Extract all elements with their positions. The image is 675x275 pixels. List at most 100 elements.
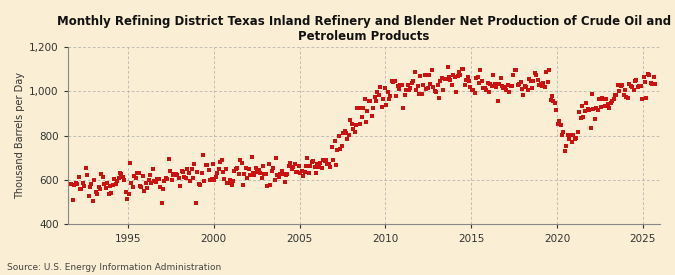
Point bbox=[345, 118, 356, 122]
Point bbox=[335, 147, 346, 152]
Point bbox=[410, 88, 421, 92]
Point bbox=[557, 133, 568, 138]
Point bbox=[418, 83, 429, 87]
Point bbox=[371, 99, 381, 103]
Point bbox=[472, 75, 483, 79]
Point bbox=[538, 81, 549, 85]
Point bbox=[68, 198, 78, 202]
Point bbox=[498, 86, 509, 90]
Point bbox=[128, 185, 138, 189]
Point bbox=[581, 101, 592, 105]
Point bbox=[587, 92, 597, 96]
Point bbox=[632, 84, 643, 89]
Point bbox=[360, 120, 371, 124]
Point bbox=[117, 175, 128, 179]
Point bbox=[275, 172, 286, 176]
Point bbox=[551, 108, 562, 112]
Point bbox=[193, 182, 204, 186]
Point bbox=[501, 88, 512, 92]
Point bbox=[182, 166, 192, 171]
Point bbox=[179, 175, 190, 180]
Point bbox=[252, 170, 263, 174]
Point bbox=[112, 178, 123, 183]
Y-axis label: Thousand Barrels per Day: Thousand Barrels per Day bbox=[15, 72, 25, 199]
Point bbox=[424, 73, 435, 77]
Point bbox=[505, 84, 516, 88]
Text: Source: U.S. Energy Information Administration: Source: U.S. Energy Information Administ… bbox=[7, 263, 221, 272]
Point bbox=[322, 162, 333, 166]
Point bbox=[469, 91, 480, 95]
Point bbox=[404, 87, 414, 92]
Point bbox=[508, 73, 519, 77]
Point bbox=[435, 79, 446, 84]
Point bbox=[518, 93, 529, 97]
Point bbox=[419, 73, 430, 77]
Point bbox=[562, 133, 573, 137]
Point bbox=[106, 191, 117, 195]
Point bbox=[333, 134, 344, 138]
Point bbox=[279, 180, 290, 185]
Point bbox=[585, 126, 596, 130]
Point bbox=[296, 169, 307, 174]
Point bbox=[599, 104, 610, 108]
Point bbox=[643, 71, 653, 76]
Point bbox=[282, 172, 293, 177]
Point bbox=[130, 175, 141, 180]
Point bbox=[485, 82, 496, 86]
Point bbox=[83, 194, 94, 198]
Point bbox=[425, 82, 436, 86]
Point bbox=[240, 166, 251, 170]
Point bbox=[479, 86, 490, 90]
Point bbox=[522, 88, 533, 93]
Point bbox=[261, 171, 271, 176]
Point bbox=[439, 77, 450, 82]
Point bbox=[395, 83, 406, 88]
Point bbox=[554, 119, 564, 123]
Point bbox=[72, 182, 82, 186]
Point bbox=[409, 70, 420, 75]
Point bbox=[481, 87, 491, 92]
Point bbox=[389, 78, 400, 83]
Point bbox=[101, 185, 111, 190]
Point bbox=[454, 70, 464, 74]
Point bbox=[608, 97, 619, 101]
Point bbox=[394, 86, 404, 91]
Point bbox=[73, 175, 84, 180]
Point bbox=[310, 171, 321, 175]
Point bbox=[441, 77, 452, 81]
Point bbox=[583, 107, 593, 112]
Point bbox=[368, 105, 379, 110]
Point bbox=[521, 85, 532, 89]
Point bbox=[529, 71, 540, 75]
Point bbox=[458, 67, 468, 72]
Point bbox=[611, 93, 622, 98]
Point bbox=[364, 99, 375, 104]
Point bbox=[288, 165, 298, 169]
Point bbox=[96, 172, 107, 177]
Point bbox=[225, 178, 236, 182]
Point bbox=[105, 184, 115, 189]
Point bbox=[378, 97, 389, 102]
Point bbox=[386, 79, 397, 84]
Point bbox=[300, 164, 311, 169]
Point bbox=[235, 158, 246, 163]
Point bbox=[571, 136, 582, 140]
Point bbox=[306, 160, 317, 164]
Point bbox=[575, 116, 586, 120]
Point bbox=[170, 172, 181, 176]
Point bbox=[625, 84, 636, 88]
Point bbox=[602, 102, 613, 106]
Point bbox=[475, 68, 486, 72]
Point bbox=[593, 107, 603, 112]
Point bbox=[344, 133, 354, 137]
Point bbox=[238, 183, 248, 187]
Point bbox=[604, 106, 615, 111]
Point bbox=[539, 85, 550, 89]
Point bbox=[186, 167, 197, 171]
Point bbox=[84, 184, 95, 189]
Point bbox=[134, 183, 145, 188]
Point bbox=[328, 158, 339, 162]
Point bbox=[631, 78, 642, 82]
Point bbox=[610, 93, 620, 97]
Point bbox=[379, 86, 390, 90]
